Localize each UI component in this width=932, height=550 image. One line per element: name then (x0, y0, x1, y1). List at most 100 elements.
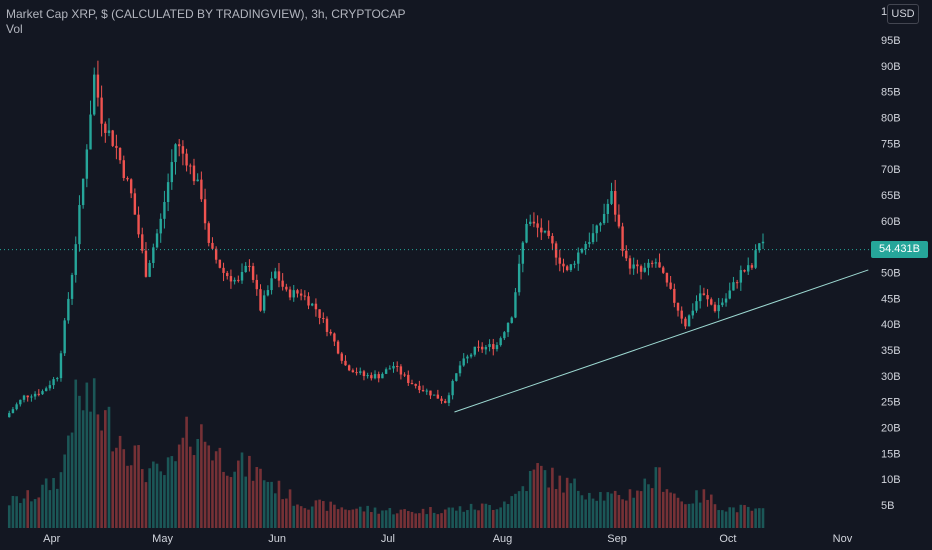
candle-body (403, 374, 406, 376)
volume-bar (565, 477, 569, 528)
volume-bar (185, 416, 188, 528)
volume-bar (399, 509, 403, 528)
x-tick-label: Nov (833, 533, 853, 545)
candle-body (93, 74, 96, 115)
volume-bar (388, 508, 392, 528)
candle-body (469, 354, 473, 357)
candle-body (569, 264, 573, 271)
volume-bar (336, 509, 340, 528)
volume-bar (510, 496, 514, 528)
volume-bar (495, 509, 499, 528)
volume-bar (222, 471, 225, 528)
candle-body (554, 243, 558, 258)
volume-bar (329, 501, 332, 528)
candle-body (33, 393, 37, 397)
volume-bar (366, 505, 369, 528)
candle-body (654, 262, 658, 264)
volume-bar (347, 510, 351, 528)
volume-bar (200, 424, 203, 528)
candle-body (739, 270, 743, 283)
volume-bar (721, 510, 724, 528)
candle-body (606, 203, 610, 214)
volume-bar (237, 460, 240, 528)
candle-body (340, 353, 343, 361)
candle-body (67, 298, 70, 321)
candle-body (89, 114, 92, 150)
candle-body (724, 298, 728, 303)
candle-body (735, 282, 739, 284)
y-tick-label: 35B (881, 345, 901, 357)
candle-body (680, 310, 683, 319)
trendline[interactable] (454, 269, 869, 413)
last-price-label: 54.431B (871, 241, 928, 258)
volume-bar (277, 480, 281, 528)
volume-bar (547, 487, 550, 528)
volume-bar (211, 460, 214, 528)
candle-body (192, 165, 196, 182)
candle-body (643, 267, 646, 272)
volume-bar (580, 495, 584, 528)
candle-body (152, 247, 155, 263)
candle-body (8, 413, 11, 418)
volume-bar (554, 489, 558, 528)
candle-body (259, 289, 262, 311)
volume-bar (299, 506, 303, 528)
currency-button[interactable]: USD (887, 4, 919, 24)
candle-body (577, 252, 580, 264)
volume-bar (643, 478, 647, 528)
volume-bar (137, 445, 140, 528)
candle-body (407, 374, 410, 383)
candle-body (274, 271, 277, 279)
volume-bar (743, 505, 746, 528)
volume-bar (281, 499, 284, 528)
candle-body (248, 265, 251, 267)
volume-bar (632, 497, 635, 528)
volume-bar (517, 491, 521, 528)
volume-bar (225, 475, 229, 528)
time-axis[interactable]: Apr May Jun Jul Aug Sep Oct Nov (43, 533, 853, 545)
x-tick-label: Aug (493, 533, 513, 545)
candle-body (244, 265, 247, 273)
candle-body (543, 230, 547, 233)
candle-body (665, 272, 669, 283)
candle-body (396, 365, 399, 367)
candle-body (170, 162, 174, 183)
candle-body (384, 369, 388, 374)
x-tick-label: Apr (43, 533, 60, 545)
volume-bar (373, 507, 377, 528)
volume-bar (532, 469, 536, 528)
candle-body (22, 395, 26, 400)
volume-bar (477, 510, 480, 528)
candle-body (377, 374, 380, 379)
candle-body (56, 378, 59, 380)
candle-body (602, 213, 606, 224)
volume-bar (525, 491, 528, 528)
volume-bar (159, 471, 163, 528)
volume-bar (7, 505, 11, 528)
candle-body (266, 290, 270, 296)
volume-bar (506, 504, 510, 528)
candle-body (429, 390, 432, 396)
volume-bar (351, 509, 355, 528)
candle-body (540, 227, 543, 233)
volume-bar (543, 470, 547, 528)
candle-body (477, 346, 480, 348)
candle-body (11, 409, 15, 414)
volume-bar (514, 493, 517, 528)
candle-body (270, 278, 273, 291)
candle-body (698, 293, 702, 302)
candle-body (226, 272, 229, 277)
candle-body (436, 394, 440, 399)
candle-body (510, 317, 513, 323)
candle-body (499, 338, 502, 346)
volume-bar (144, 482, 148, 528)
candle-body (329, 331, 332, 334)
volume-bar (750, 510, 754, 528)
candle-body (141, 234, 144, 251)
volume-bar (466, 510, 469, 528)
volume-bar (163, 475, 166, 528)
price-axis[interactable]: 5B10B15B20B25B30B35B40B45B50B55B60B65B70… (881, 35, 901, 512)
candle-body (211, 242, 214, 249)
volume-bar (196, 438, 199, 528)
